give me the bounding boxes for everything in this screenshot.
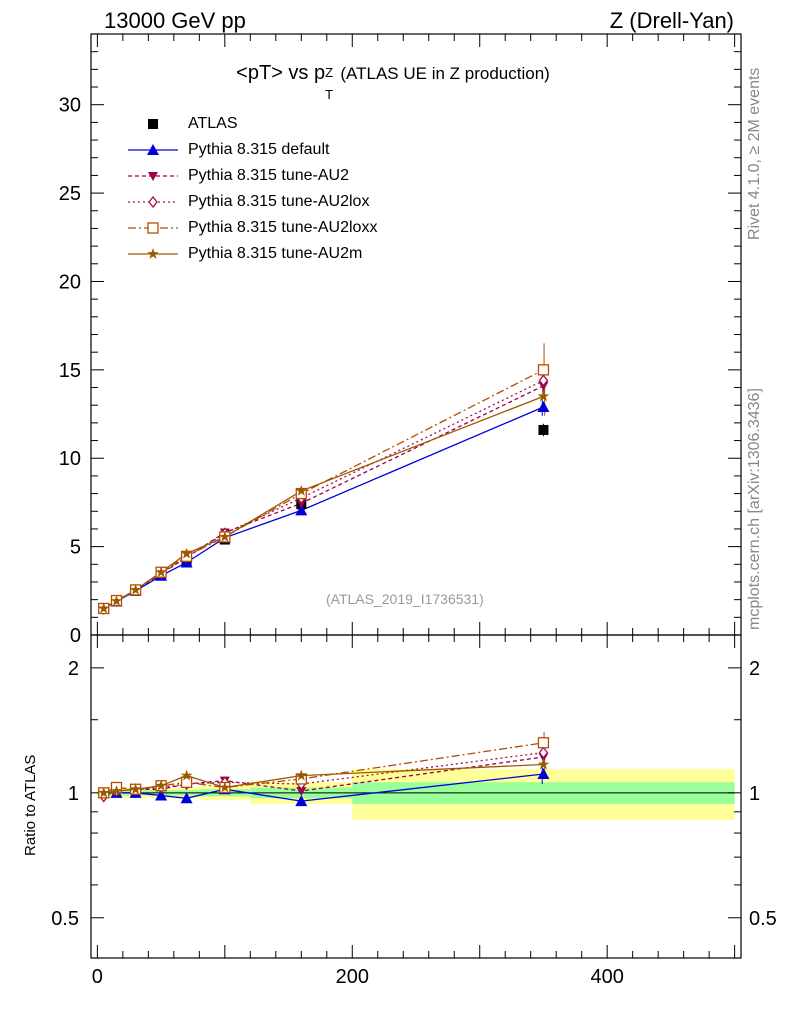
ratio-y-tick-label: 0.5 (51, 908, 79, 930)
ratio-data-point (180, 792, 193, 804)
title-sub: T (325, 87, 334, 102)
legend-marker (148, 119, 158, 129)
mc-data-point (295, 484, 307, 496)
ratio-data-point (219, 781, 231, 793)
mc-data-point (219, 530, 231, 542)
ratio-data-point (295, 795, 308, 807)
title-main: <pT> vs p (236, 62, 326, 84)
legend-label-au2lox: Pythia 8.315 tune-AU2lox (188, 193, 370, 210)
ratio-y-tick-label-right: 0.5 (749, 908, 777, 930)
legend-marker (147, 248, 159, 259)
ratio-data-point (538, 746, 549, 759)
x-tick-label: 0 (92, 966, 103, 988)
main-panel: 0 5 10 15 20 25 30 (59, 33, 742, 647)
ratio-data-point (180, 776, 193, 788)
legend (128, 119, 178, 259)
ratio-data-point (296, 787, 307, 797)
ratio-data-point (537, 737, 550, 749)
ratio-y-tick-label: 2 (68, 658, 79, 680)
x-tick-label: 400 (590, 966, 623, 988)
y-tick-label: 5 (70, 537, 81, 559)
rivet-label: Rivet 4.1.0, ≥ 2M events (746, 67, 763, 240)
analysis-ref: (ATLAS_2019_I1736531) (326, 591, 484, 607)
y-tick-label: 0 (70, 625, 81, 647)
legend-marker (147, 222, 159, 234)
process-label: Z (Drell-Yan) (609, 8, 734, 33)
atlas-data-point (538, 424, 549, 435)
series-line (103, 385, 544, 610)
y-tick-label: 15 (59, 360, 81, 382)
ratio-data-point (129, 783, 142, 795)
y-tick-label: 25 (59, 183, 81, 205)
ratio-data-point (98, 786, 110, 798)
ratio-panel: 0.5 0.5 1 1 2 2 0 200 400 (51, 634, 777, 988)
legend-marker (147, 144, 159, 155)
mc-data-point (110, 595, 123, 606)
mc-data-point (98, 602, 110, 614)
ratio-y-tick-label-right: 2 (749, 658, 760, 680)
title-rest: (ATLAS UE in Z production) (340, 64, 550, 83)
ratio-data-point (295, 769, 307, 781)
legend-marker (148, 172, 158, 181)
mc-data-point (537, 400, 550, 412)
mc-data-point (129, 583, 142, 595)
mc-data-point (295, 504, 308, 516)
mc-data-point (155, 566, 167, 578)
ratio-data-point (537, 758, 550, 770)
ratio-data-point (180, 769, 193, 781)
ratio-frame (90, 634, 742, 959)
mc-data-point (538, 374, 549, 387)
y-tick-label: 10 (59, 448, 81, 470)
x-tick-label: 200 (336, 966, 369, 988)
legend-label-atlas: ATLAS (188, 115, 238, 132)
series-line (103, 369, 544, 610)
mc-data-point (180, 547, 193, 559)
legend-label-au2loxx: Pythia 8.315 tune-AU2loxx (188, 219, 378, 236)
ratio-data-point (155, 779, 167, 791)
legend-label-au2: Pythia 8.315 tune-AU2 (188, 167, 349, 184)
series-line (103, 379, 544, 610)
legend-marker (148, 195, 158, 209)
mc-data-point (537, 364, 550, 376)
y-tick-label: 30 (59, 95, 81, 117)
ratio-data-point (537, 768, 550, 780)
mcplots-label: mcplots.cern.ch [arXiv:1306.3436] (746, 388, 763, 630)
series-line (103, 406, 544, 610)
ratio-y-tick-label-right: 1 (749, 783, 760, 805)
legend-label-au2m: Pythia 8.315 tune-AU2m (188, 245, 363, 262)
mc-data-point (537, 390, 550, 402)
ratio-data-point (110, 785, 123, 796)
ratio-series-line (103, 751, 544, 798)
ratio-ylabel: Ratio to ATLAS (22, 754, 39, 856)
energy-label: 13000 GeV pp (104, 8, 246, 33)
series-line (103, 395, 544, 610)
ratio-y-tick-label: 1 (68, 783, 79, 805)
legend-label-default: Pythia 8.315 default (188, 141, 330, 158)
y-tick-label: 20 (59, 271, 81, 293)
title-sup: Z (325, 65, 334, 80)
ratio-data-point (155, 789, 168, 801)
